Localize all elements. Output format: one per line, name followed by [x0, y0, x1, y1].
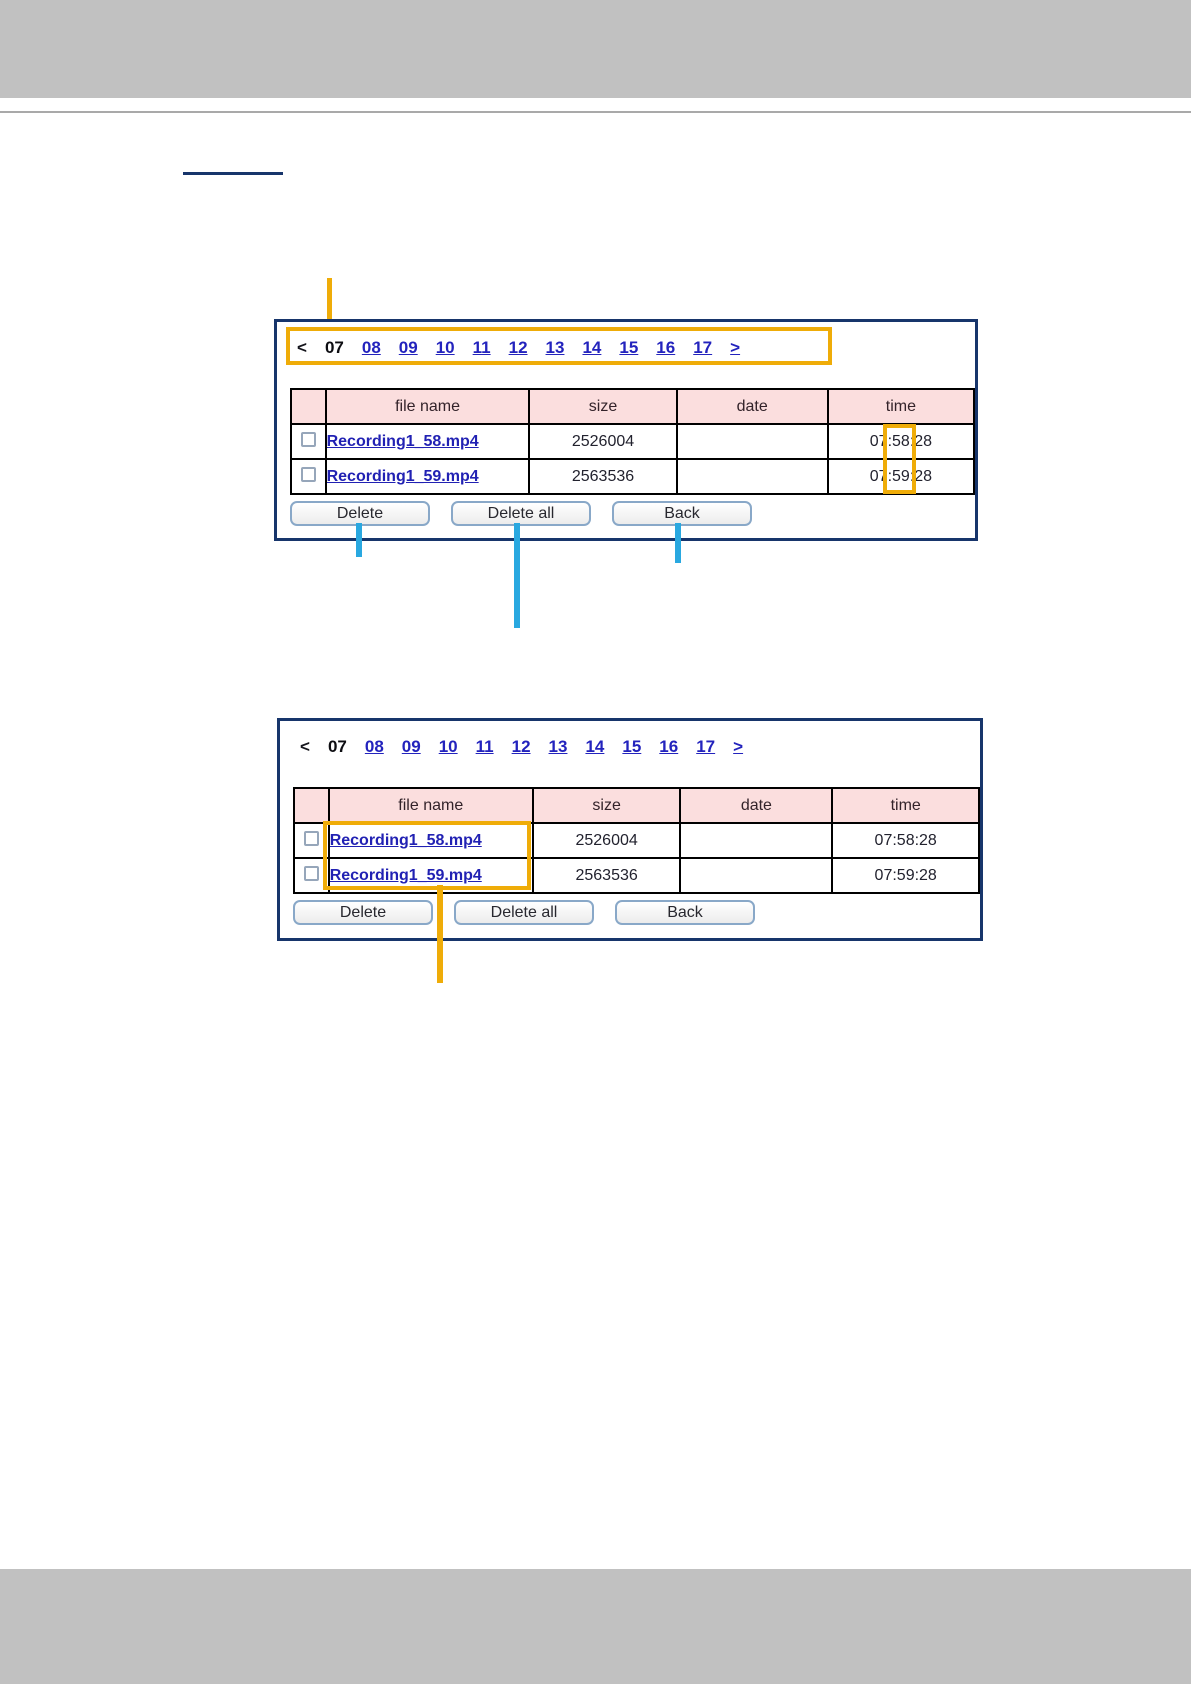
column-header-size: size [528, 388, 678, 425]
column-header-time: time [831, 787, 980, 824]
table-header-row: file name size date time [290, 388, 976, 425]
file-list-panel-2: < 07 08 09 10 11 12 13 14 15 16 17 > fil… [277, 718, 983, 941]
pagination-prev[interactable]: < [297, 338, 307, 357]
pagination-page-14[interactable]: 14 [585, 737, 605, 756]
delete-all-button[interactable]: Delete all [451, 501, 591, 526]
row-checkbox[interactable] [303, 830, 319, 846]
checkbox-column-header [290, 388, 327, 425]
file-link[interactable]: Recording1_59.mp4 [326, 467, 479, 485]
file-date [675, 458, 829, 495]
top-gray-banner [0, 0, 1191, 98]
file-list-panel-1: < 07 08 09 10 11 12 13 14 15 16 17 > fil… [274, 319, 978, 541]
button-row: Delete Delete all Back [293, 900, 776, 925]
pagination-page-15[interactable]: 15 [622, 737, 642, 756]
pagination-page-16[interactable]: 16 [656, 338, 676, 357]
pagination-page-11[interactable]: 11 [475, 737, 494, 756]
file-date [675, 423, 829, 460]
column-header-time: time [826, 388, 976, 425]
file-link[interactable]: Recording1_59.mp4 [329, 866, 482, 884]
column-header-file-name: file name [327, 787, 534, 824]
row-checkbox[interactable] [303, 865, 319, 881]
checkbox-column-header [293, 787, 330, 824]
pagination-page-13[interactable]: 13 [548, 737, 568, 756]
pagination-page-09[interactable]: 09 [398, 338, 418, 357]
pagination-page-17[interactable]: 17 [696, 737, 716, 756]
pagination-bar: < 07 08 09 10 11 12 13 14 15 16 17 > [289, 330, 740, 366]
file-time: 07:58:28 [831, 822, 980, 859]
file-date [679, 822, 834, 859]
row-checkbox[interactable] [300, 431, 316, 447]
table-row: Recording1_58.mp4 2526004 07:58:28 [290, 423, 976, 460]
file-date [679, 857, 834, 894]
recordings-table: file name size date time Recording1_58.m… [293, 787, 980, 894]
table-row: Recording1_59.mp4 2563536 07:59:28 [293, 857, 980, 894]
pagination-bar: < 07 08 09 10 11 12 13 14 15 16 17 > [292, 729, 743, 765]
table-header-row: file name size date time [293, 787, 980, 824]
delete-all-button[interactable]: Delete all [454, 900, 594, 925]
column-header-size: size [531, 787, 682, 824]
delete-button[interactable]: Delete [293, 900, 433, 925]
heading-underline [183, 172, 283, 175]
file-time: 07:59:28 [826, 458, 976, 495]
pagination-page-09[interactable]: 09 [401, 737, 421, 756]
pagination-current-page: 07 [324, 338, 344, 357]
file-size: 2526004 [528, 423, 678, 460]
pagination-page-17[interactable]: 17 [693, 338, 713, 357]
delete-button[interactable]: Delete [290, 501, 430, 526]
file-time: 07:59:28 [831, 857, 980, 894]
pagination-page-12[interactable]: 12 [511, 737, 531, 756]
column-header-date: date [679, 787, 834, 824]
pagination-page-11[interactable]: 11 [472, 338, 491, 357]
pagination-prev[interactable]: < [300, 737, 310, 756]
file-link[interactable]: Recording1_58.mp4 [326, 432, 479, 450]
recordings-table: file name size date time Recording1_58.m… [290, 388, 976, 495]
file-size: 2563536 [531, 857, 682, 894]
pagination-page-12[interactable]: 12 [508, 338, 528, 357]
pagination-next[interactable]: > [730, 338, 741, 357]
pagination-page-10[interactable]: 10 [438, 737, 458, 756]
file-link[interactable]: Recording1_58.mp4 [329, 831, 482, 849]
pagination-page-14[interactable]: 14 [582, 338, 602, 357]
file-size: 2526004 [531, 822, 682, 859]
pagination-page-08[interactable]: 08 [364, 737, 384, 756]
table-row: Recording1_59.mp4 2563536 07:59:28 [290, 458, 976, 495]
pagination-page-10[interactable]: 10 [435, 338, 455, 357]
bottom-gray-banner [0, 1569, 1191, 1684]
row-checkbox[interactable] [300, 466, 316, 482]
pagination-page-13[interactable]: 13 [545, 338, 565, 357]
back-button[interactable]: Back [615, 900, 755, 925]
pagination-page-08[interactable]: 08 [361, 338, 381, 357]
file-size: 2563536 [528, 458, 678, 495]
column-header-file-name: file name [324, 388, 531, 425]
pagination-page-16[interactable]: 16 [659, 737, 679, 756]
pagination-next[interactable]: > [733, 737, 744, 756]
column-header-date: date [675, 388, 829, 425]
button-row: Delete Delete all Back [290, 501, 773, 526]
pagination-current-page: 07 [327, 737, 347, 756]
back-button[interactable]: Back [612, 501, 752, 526]
header-divider-rule [0, 111, 1191, 113]
pagination-page-15[interactable]: 15 [619, 338, 639, 357]
file-time: 07:58:28 [826, 423, 976, 460]
table-row: Recording1_58.mp4 2526004 07:58:28 [293, 822, 980, 859]
